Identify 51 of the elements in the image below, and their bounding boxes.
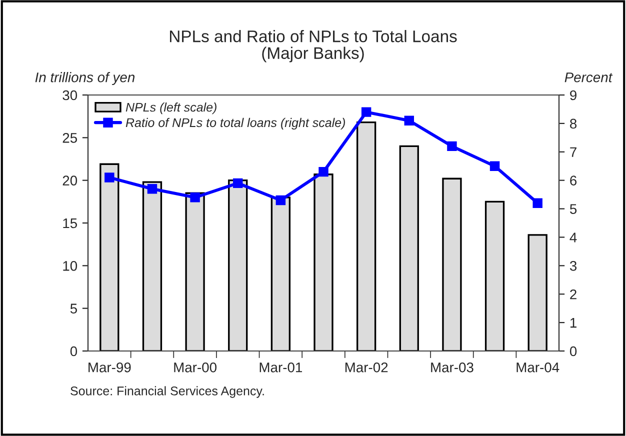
bar — [314, 174, 334, 351]
x-tick-label: Mar-04 — [516, 362, 560, 372]
point — [190, 192, 200, 202]
bar — [399, 145, 419, 351]
y2-tick-label: 8 — [570, 118, 577, 129]
bar — [270, 196, 291, 351]
x-tick-label: Mar-02 — [345, 362, 388, 372]
x-tick-label: Mar-01 — [260, 362, 302, 372]
chart-title: NPLs and Ratio of NPLs to Total Loans (Major Banks) — [170, 30, 457, 62]
bar — [484, 200, 505, 351]
y2-tick-label: 6 — [570, 176, 577, 186]
y-axis-title: In trillions of yen — [35, 72, 135, 85]
y-tick-label: 5 — [70, 304, 77, 314]
bar — [442, 178, 462, 351]
y-tick-label: 25 — [62, 133, 78, 143]
y-tick-label: 30 — [62, 90, 78, 100]
y2-tick-label: 3 — [570, 261, 577, 271]
y2-tick-label: 7 — [570, 147, 576, 157]
y-tick-label: 0 — [70, 346, 78, 356]
point — [361, 107, 372, 117]
y2-tick-label: 4 — [570, 232, 577, 242]
y-tick-label: 10 — [63, 261, 78, 271]
point — [404, 116, 414, 126]
point — [318, 166, 328, 177]
bar — [528, 234, 548, 351]
bar — [356, 121, 376, 351]
y-tick-label: 15 — [63, 218, 78, 228]
bar — [185, 192, 205, 351]
legend-label: Ratio of NPLs to total loans (right scale) — [126, 118, 345, 130]
y2-tick-label: 2 — [570, 289, 576, 300]
bar — [100, 163, 120, 351]
y2-tick-label: 1 — [570, 318, 576, 328]
point — [104, 172, 114, 182]
point — [447, 141, 457, 152]
y2-tick-label: 5 — [570, 204, 577, 214]
y-tick-label: 20 — [62, 176, 78, 186]
y2-axis-title: Percent — [564, 72, 613, 82]
x-tick-label: Mar-00 — [174, 362, 216, 372]
source-note: Source: Financial Services Agency. — [70, 386, 264, 398]
legend-label: NPLs (left scale) — [126, 102, 216, 114]
point — [147, 184, 158, 194]
y2-tick-label: 0 — [570, 346, 577, 356]
point — [490, 161, 500, 171]
x-tick-label: Mar-03 — [431, 362, 474, 372]
point — [276, 195, 286, 206]
x-tick-label: Mar-99 — [88, 362, 131, 372]
bar — [142, 181, 162, 351]
point — [233, 178, 243, 188]
point — [532, 198, 542, 208]
bar — [228, 180, 248, 351]
y2-tick-label: 9 — [570, 90, 576, 100]
